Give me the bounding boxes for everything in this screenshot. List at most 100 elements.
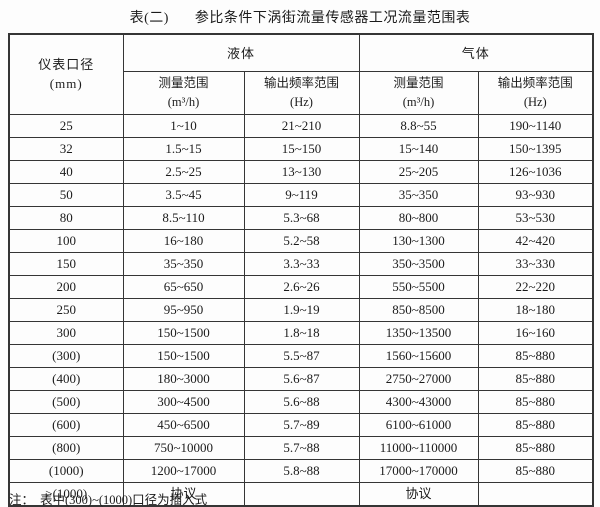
cell-liquid-measure: 1.5~15 [122,136,245,161]
header-gas-measure-label: 测量范围 [393,76,444,91]
cell-liquid-measure: 95~950 [122,297,245,322]
cell-liquid-measure: 150~1500 [122,343,245,368]
cell-gas-freq [477,481,594,506]
cell-diameter: 32 [8,136,124,161]
cell-liquid-freq: 21~210 [243,113,360,138]
cell-gas-measure: 25~205 [358,159,479,184]
cell-liquid-freq: 5.2~58 [243,228,360,253]
cell-liquid-measure: 2.5~25 [122,159,245,184]
cell-liquid-freq: 5.5~87 [243,343,360,368]
cell-liquid-measure: 35~350 [122,251,245,276]
cell-liquid-freq: 15~150 [243,136,360,161]
table-row: (1000) 1200~17000 5.8~88 17000~170000 85~880 [8,458,594,483]
cell-gas-measure: 11000~110000 [358,435,479,460]
header-diameter-unit: (mm) [49,76,83,92]
cell-liquid-freq: 2.6~26 [243,274,360,299]
header-gas-measure: 测量范围 (m³/h) [358,70,479,115]
cell-gas-measure: 35~350 [358,182,479,207]
footnote: 注： 表中(300)~(1000)口径为插入式 [9,489,207,507]
cell-liquid-measure: 65~650 [122,274,245,299]
cell-gas-measure: 350~3500 [358,251,479,276]
cell-gas-measure: 130~1300 [358,228,479,253]
cell-gas-measure: 550~5500 [358,274,479,299]
cell-liquid-freq: 1.9~19 [243,297,360,322]
cell-liquid-measure: 3.5~45 [122,182,245,207]
table-row: 25 1~10 21~210 8.8~55 190~1140 [8,113,594,138]
cell-diameter: >(1000) [8,481,124,506]
cell-liquid-freq [243,481,360,506]
cell-gas-freq: 16~160 [477,320,594,345]
cell-diameter: 80 [8,205,124,230]
header-liquid-measure: 测量范围 (m³/h) [122,70,245,115]
cell-gas-freq: 150~1395 [477,136,594,161]
cell-diameter: 200 [8,274,124,299]
cell-gas-measure: 8.8~55 [358,113,479,138]
cell-gas-freq: 22~220 [477,274,594,299]
cell-liquid-measure: 300~4500 [122,389,245,414]
cell-gas-freq: 85~880 [477,458,594,483]
cell-gas-freq: 85~880 [477,435,594,460]
cell-liquid-freq: 5.6~87 [243,366,360,391]
cell-liquid-measure: 1200~17000 [122,458,245,483]
header-liquid-group: 液体 [122,33,360,72]
cell-gas-freq: 85~880 [477,366,594,391]
table-title-prefix: 表(二) [129,11,169,26]
cell-liquid-freq: 9~119 [243,182,360,207]
header-liquid-freq-unit: (Hz) [290,94,313,109]
footnote-text: 表中(300)~(1000)口径为插入式 [40,493,208,507]
header-diameter-label: 仪表口径 [38,56,95,72]
cell-diameter: (600) [8,412,124,437]
header-gas-freq-label: 输出频率范围 [497,76,573,91]
table-row: (600) 450~6500 5.7~89 6100~61000 85~880 [8,412,594,437]
table-row: (800) 750~10000 5.7~88 11000~110000 85~880 [8,435,594,460]
cell-liquid-freq: 5.6~88 [243,389,360,414]
cell-diameter: (1000) [8,458,124,483]
table-row: (300) 150~1500 5.5~87 1560~15600 85~880 [8,343,594,368]
header-diameter: 仪表口径 (mm) [8,33,124,115]
cell-gas-freq: 85~880 [477,389,594,414]
table-title: 表(二) 参比条件下涡街流量传感器工况流量范围表 [0,0,600,26]
cell-diameter: 300 [8,320,124,345]
header-liquid-measure-label: 测量范围 [158,76,209,91]
cell-gas-freq: 33~330 [477,251,594,276]
cell-gas-measure: 17000~170000 [358,458,479,483]
table-row: 32 1.5~15 15~150 15~140 150~1395 [8,136,594,161]
cell-liquid-freq: 5.7~89 [243,412,360,437]
cell-liquid-measure: 1~10 [122,113,245,138]
cell-liquid-measure: 750~10000 [122,435,245,460]
cell-liquid-measure: 450~6500 [122,412,245,437]
cell-gas-freq: 93~930 [477,182,594,207]
header-gas-group: 气体 [358,33,594,72]
cell-liquid-freq: 5.8~88 [243,458,360,483]
table-title-main: 参比条件下涡街流量传感器工况流量范围表 [194,11,471,26]
cell-liquid-freq: 5.3~68 [243,205,360,230]
table-row: 80 8.5~110 5.3~68 80~800 53~530 [8,205,594,230]
header-liquid-freq-label: 输出频率范围 [264,76,340,91]
table-row: (500) 300~4500 5.6~88 4300~43000 85~880 [8,389,594,414]
cell-liquid-measure: 8.5~110 [122,205,245,230]
cell-diameter: 250 [8,297,124,322]
cell-gas-measure: 80~800 [358,205,479,230]
cell-liquid-freq: 13~130 [243,159,360,184]
header-gas-freq-unit: (Hz) [523,94,547,109]
table-row: 250 95~950 1.9~19 850~8500 18~180 [8,297,594,322]
cell-diameter: 50 [8,182,124,207]
cell-gas-measure: 1560~15600 [358,343,479,368]
cell-liquid-measure: 180~3000 [122,366,245,391]
cell-diameter: 150 [8,251,124,276]
header-gas-freq: 输出频率范围 (Hz) [477,70,594,115]
table-body: 25 1~10 21~210 8.8~55 190~1140 32 1.5~15 15~150… [8,113,594,506]
cell-liquid-freq: 5.7~88 [243,435,360,460]
cell-gas-freq: 190~1140 [477,113,594,138]
header-row-groups: 仪表口径 (mm) 液体 气体 [8,33,594,115]
cell-gas-freq: 18~180 [477,297,594,322]
cell-gas-measure: 850~8500 [358,297,479,322]
cell-liquid-freq: 1.8~18 [243,320,360,345]
cell-liquid-measure: 协议 [122,481,245,506]
cell-gas-measure: 2750~27000 [358,366,479,391]
cell-diameter: 40 [8,159,124,184]
header-liquid-measure-unit: (m³/h) [167,94,200,109]
flow-range-table: 仪表口径 (mm) 液体 气体 测量范围 (m³/h) 输出频率范围 (Hz) … [8,33,595,507]
table-row: 200 65~650 2.6~26 550~5500 22~220 [8,274,594,299]
